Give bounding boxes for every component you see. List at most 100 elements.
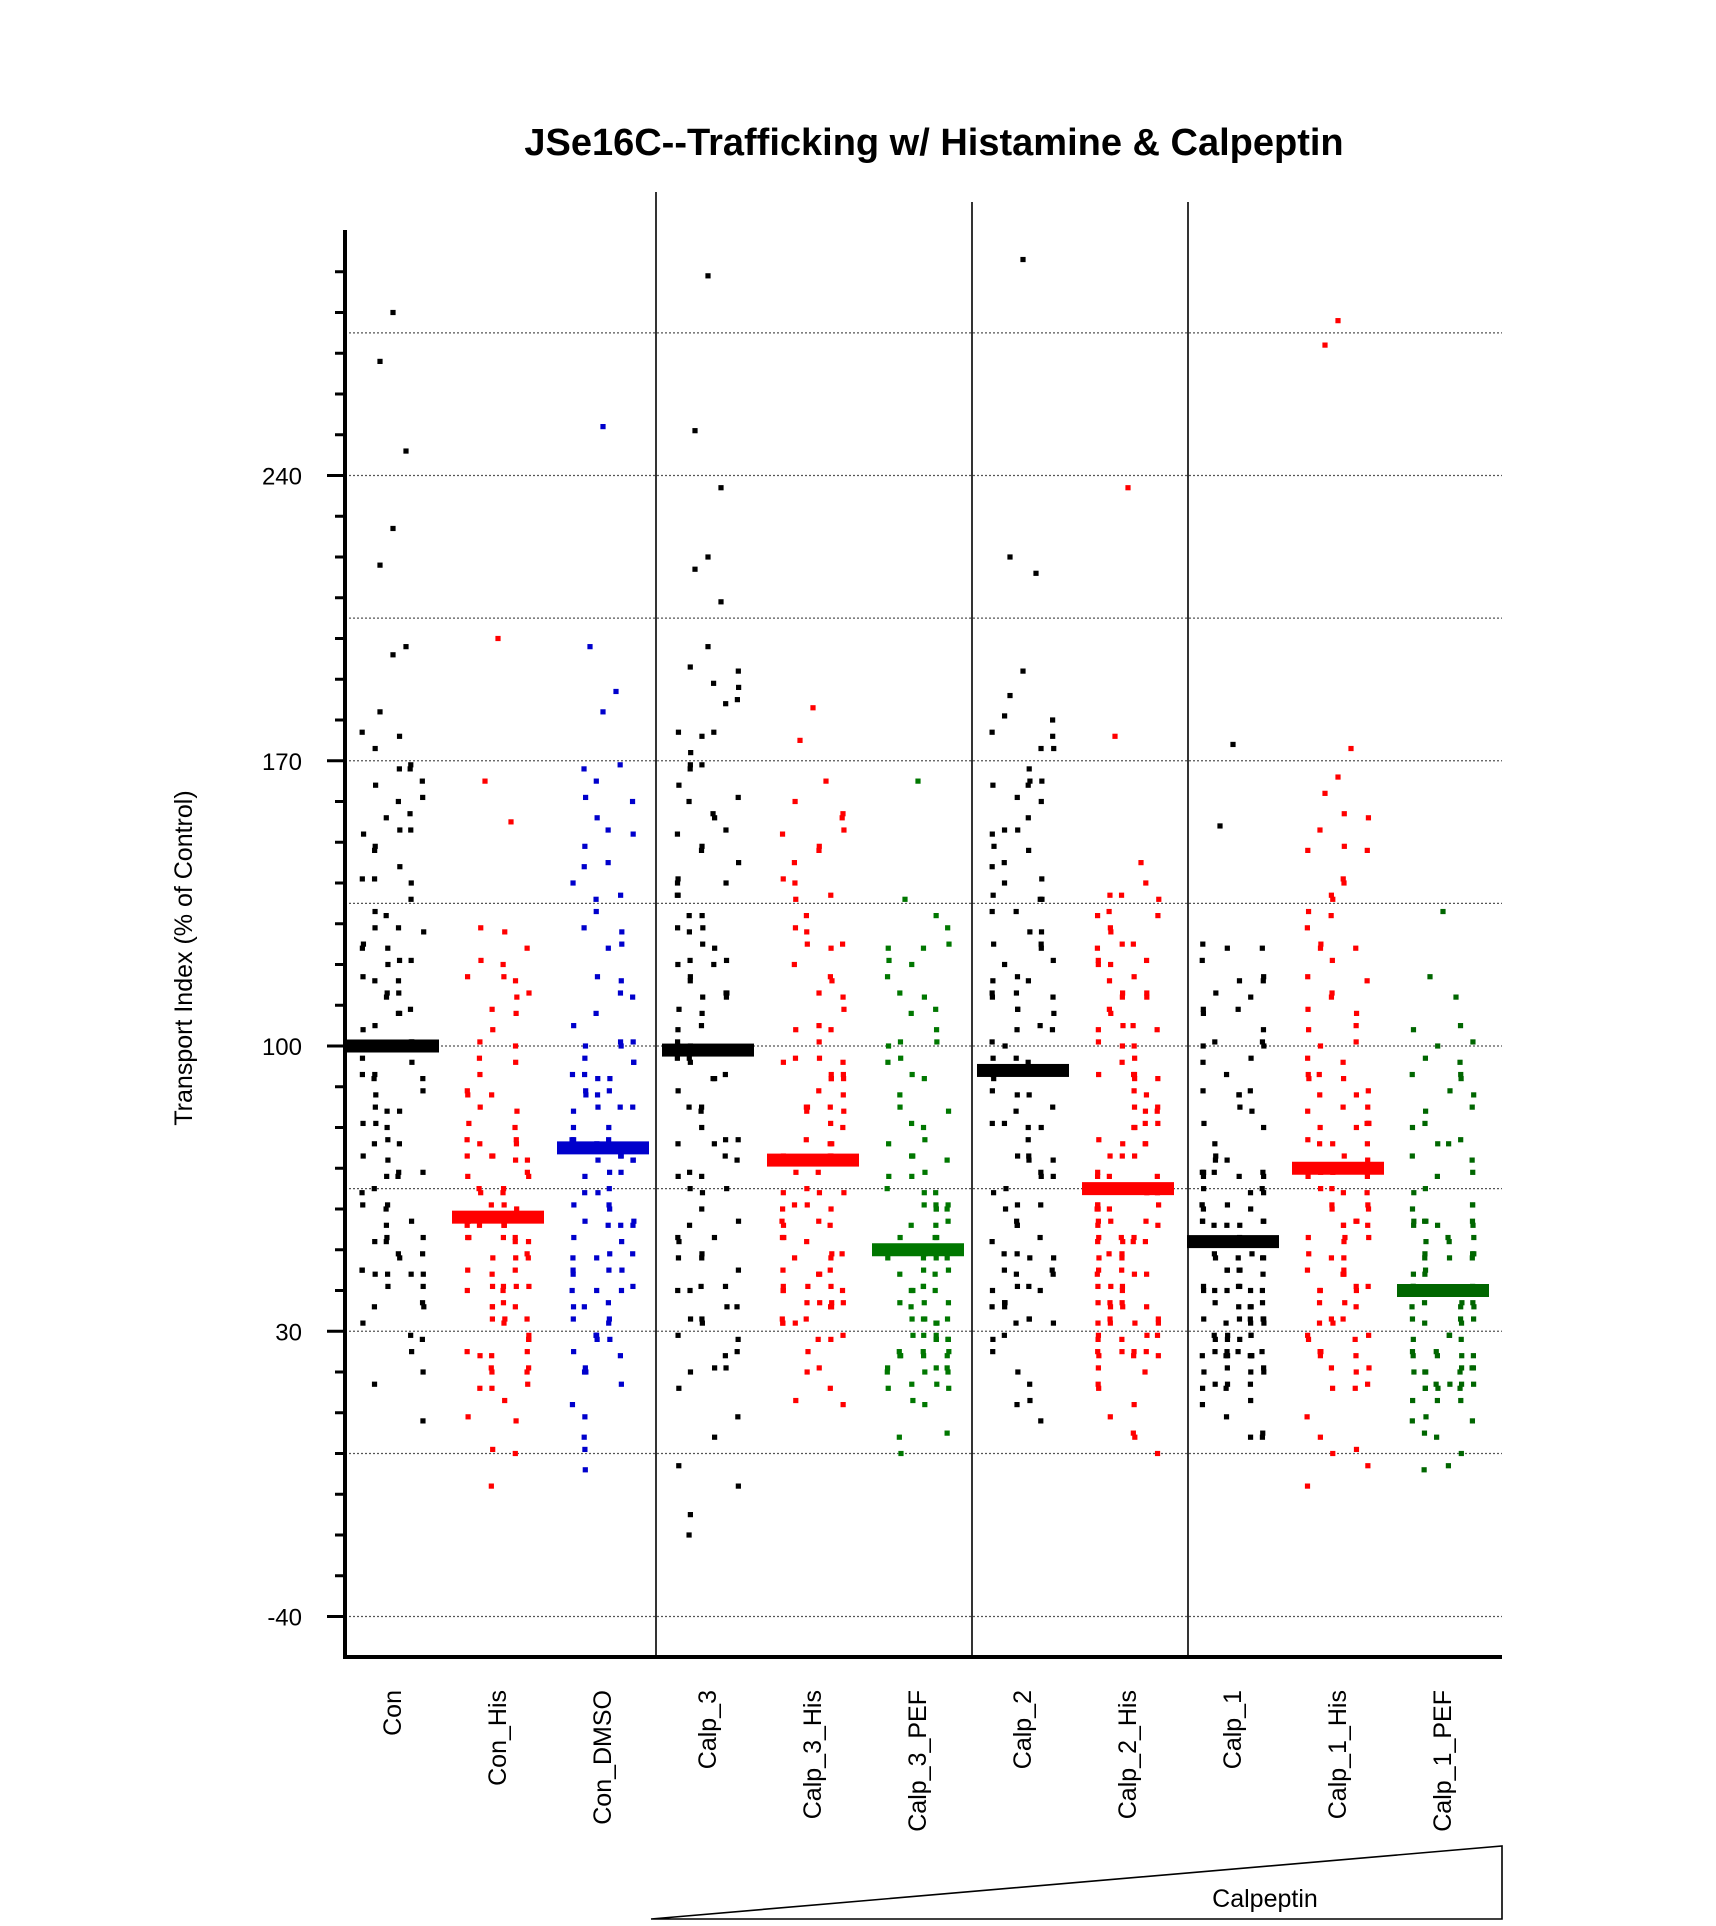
- data-point: [1260, 1169, 1266, 1175]
- data-point: [1247, 1353, 1253, 1359]
- data-point: [1026, 766, 1032, 772]
- data-point: [372, 745, 378, 752]
- data-point: [1335, 774, 1341, 780]
- data-point: [1131, 1104, 1138, 1110]
- data-point: [1223, 1320, 1229, 1326]
- data-point: [700, 925, 706, 931]
- data-point: [1096, 1234, 1102, 1241]
- data-point: [1131, 1349, 1137, 1355]
- data-point: [385, 1271, 391, 1277]
- data-point: [1014, 1222, 1020, 1228]
- data-point: [631, 1218, 637, 1224]
- data-point: [372, 978, 378, 984]
- data-point: [815, 1336, 821, 1342]
- data-point: [699, 1010, 705, 1016]
- data-point: [1440, 908, 1446, 915]
- data-point: [1435, 1385, 1441, 1391]
- data-point: [384, 1173, 390, 1179]
- data-point: [823, 778, 829, 784]
- data-point: [1094, 945, 1101, 951]
- data-point: [1422, 1271, 1428, 1277]
- data-point: [606, 1186, 612, 1192]
- data-point: [687, 664, 693, 670]
- data-point: [828, 1206, 834, 1212]
- data-point: [1001, 961, 1008, 968]
- data-point: [476, 1055, 483, 1061]
- data-point: [816, 1218, 822, 1224]
- data-point: [390, 525, 396, 532]
- chart-title: JSe16C--Trafficking w/ Histamine & Calpe…: [524, 122, 1343, 164]
- data-point: [1027, 929, 1033, 935]
- data-point: [1248, 1397, 1254, 1404]
- data-point: [1051, 745, 1057, 752]
- data-point: [896, 1349, 902, 1355]
- data-point: [1106, 1206, 1113, 1212]
- data-point: [735, 1483, 741, 1489]
- data-point: [816, 1023, 822, 1029]
- data-point: [476, 1186, 482, 1192]
- data-point: [1329, 990, 1335, 996]
- data-point: [359, 945, 365, 951]
- data-point: [675, 1234, 681, 1241]
- data-point: [1108, 961, 1114, 968]
- data-point: [377, 562, 383, 568]
- data-point: [1433, 1381, 1439, 1387]
- data-point: [804, 1104, 811, 1110]
- data-point: [630, 1283, 636, 1290]
- data-point: [1458, 1450, 1464, 1457]
- data-point: [827, 1104, 833, 1110]
- data-point: [377, 358, 383, 364]
- data-point: [1330, 896, 1336, 902]
- data-point: [674, 1055, 680, 1061]
- data-point: [1322, 342, 1328, 348]
- data-point: [816, 1190, 823, 1196]
- data-point: [1094, 1206, 1100, 1212]
- calpeptin-wedge: [650, 1845, 1503, 1920]
- data-point: [1353, 1304, 1359, 1310]
- data-point: [606, 1124, 612, 1131]
- data-point: [1014, 1202, 1021, 1208]
- data-point: [779, 1206, 786, 1212]
- data-point: [674, 892, 680, 898]
- data-point: [1306, 1027, 1312, 1033]
- data-point: [489, 1385, 495, 1391]
- data-point: [1353, 1039, 1359, 1045]
- x-tick-label: Calp_2: [1009, 1690, 1037, 1769]
- data-point: [582, 1446, 588, 1453]
- data-point: [1411, 1218, 1417, 1224]
- data-point: [396, 733, 403, 739]
- data-point: [605, 945, 611, 951]
- data-point: [1119, 1043, 1126, 1049]
- data-point: [1014, 1402, 1020, 1408]
- data-point: [723, 1365, 729, 1371]
- data-point: [619, 941, 625, 947]
- data-point: [396, 1108, 403, 1114]
- data-point: [606, 1320, 612, 1326]
- data-point: [408, 896, 414, 902]
- data-point: [1119, 994, 1125, 1000]
- data-point: [687, 766, 693, 772]
- data-point: [513, 1010, 519, 1016]
- data-point: [896, 1434, 902, 1440]
- data-point: [816, 843, 822, 849]
- data-point: [617, 1039, 624, 1045]
- data-point: [780, 1320, 786, 1326]
- data-point: [804, 941, 810, 947]
- data-point: [722, 1137, 729, 1143]
- data-point: [581, 1071, 588, 1078]
- data-point: [360, 1120, 366, 1127]
- data-point: [464, 1287, 470, 1294]
- data-point: [1144, 1304, 1150, 1310]
- data-point: [383, 1206, 389, 1212]
- data-point: [990, 782, 996, 788]
- data-point: [736, 684, 742, 690]
- data-point: [1108, 1010, 1114, 1016]
- data-point: [1317, 1043, 1324, 1049]
- data-point: [1095, 1283, 1101, 1290]
- data-point: [803, 1137, 809, 1143]
- data-point: [1447, 1088, 1453, 1094]
- data-point: [1305, 1234, 1311, 1241]
- data-point: [908, 1120, 915, 1127]
- data-point: [1095, 1381, 1101, 1387]
- data-point: [1119, 1153, 1125, 1159]
